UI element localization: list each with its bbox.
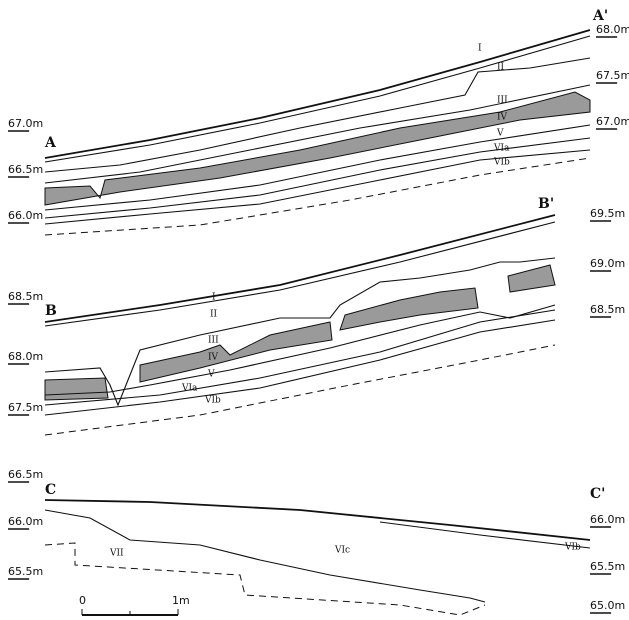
elevation: 65.0m bbox=[590, 599, 625, 612]
layer-label: V bbox=[496, 129, 504, 139]
elevation: 68.0m bbox=[596, 23, 629, 36]
elevation: 67.0m bbox=[8, 117, 43, 130]
scale-start: 0 bbox=[79, 594, 86, 607]
layer-label: IV bbox=[497, 113, 508, 123]
layer-label: VIb bbox=[493, 158, 510, 168]
layer-label: VIb bbox=[204, 396, 221, 406]
layer-iv bbox=[340, 288, 478, 330]
elevation: 65.5m bbox=[8, 565, 43, 578]
elevation: 66.5m bbox=[8, 468, 43, 481]
elevation: 66.0m bbox=[8, 209, 43, 222]
layer-label: VIa bbox=[493, 144, 510, 154]
layer-iv bbox=[45, 378, 108, 400]
line bbox=[380, 522, 590, 548]
layer-label: V bbox=[207, 370, 215, 380]
elevation: 66.0m bbox=[590, 513, 625, 526]
layer-label: VIc bbox=[334, 546, 350, 556]
elevation: 69.0m bbox=[590, 257, 625, 270]
section-diagram: A A' 67.0m 66.5m 66.0m 68.0m 67.5m 67.0m… bbox=[0, 0, 629, 620]
elevation: 67.0m bbox=[596, 115, 629, 128]
layer-label: IV bbox=[208, 353, 219, 363]
layer-label: VIa bbox=[181, 384, 198, 394]
elevation: 66.0m bbox=[8, 515, 43, 528]
elevation: 65.5m bbox=[590, 560, 625, 573]
line bbox=[45, 310, 555, 405]
section-label-end: A' bbox=[592, 8, 608, 24]
scale-end: 1m bbox=[172, 594, 190, 607]
section-b: B B' 68.5m 68.0m 67.5m 69.5m 69.0m 68.5m… bbox=[8, 196, 625, 435]
line bbox=[45, 125, 590, 210]
layer-label: II bbox=[497, 63, 505, 73]
section-c: C C' 66.5m 66.0m 65.5m 66.0m 65.5m 65.0m… bbox=[8, 468, 625, 615]
layer-label: III bbox=[208, 336, 219, 346]
line bbox=[45, 215, 555, 322]
section-label: B bbox=[45, 303, 57, 319]
dashed-line bbox=[45, 158, 590, 235]
layer-label: I bbox=[478, 44, 482, 54]
elevation: 68.5m bbox=[590, 303, 625, 316]
elevation: 67.5m bbox=[8, 401, 43, 414]
line bbox=[45, 30, 590, 158]
layer-label: VIb bbox=[564, 543, 581, 553]
section-a: A A' 67.0m 66.5m 66.0m 68.0m 67.5m 67.0m… bbox=[8, 8, 629, 235]
layer-iv bbox=[508, 265, 555, 292]
layer-label: III bbox=[497, 96, 508, 106]
scale-bar: 0 1m bbox=[79, 594, 190, 615]
section-label: C bbox=[45, 482, 56, 498]
layer-iv bbox=[140, 322, 332, 382]
layer-label: I bbox=[212, 293, 216, 303]
line bbox=[45, 85, 590, 183]
elevation: 69.5m bbox=[590, 207, 625, 220]
line bbox=[45, 500, 590, 540]
elevation: 68.5m bbox=[8, 290, 43, 303]
section-label-end: C' bbox=[590, 486, 605, 502]
section-label: A bbox=[44, 135, 57, 151]
elevation: 68.0m bbox=[8, 350, 43, 363]
layer-label: VII bbox=[109, 549, 124, 559]
elevation: 66.5m bbox=[8, 163, 43, 176]
elevation: 67.5m bbox=[596, 69, 629, 82]
layer-label: II bbox=[210, 310, 218, 320]
section-label-end: B' bbox=[538, 196, 554, 212]
